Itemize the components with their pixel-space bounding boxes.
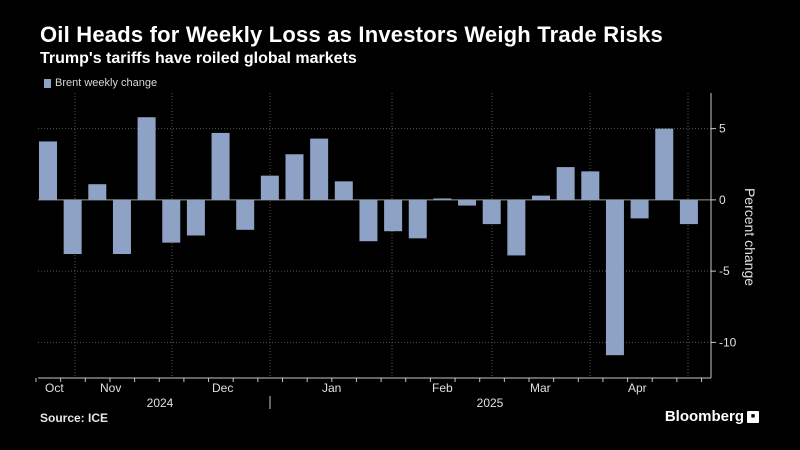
- bar: [236, 199, 255, 230]
- legend-label: Brent weekly change: [55, 77, 158, 89]
- x-month-label: Jan: [322, 381, 341, 395]
- bar: [408, 199, 427, 239]
- legend: Brent weekly change: [44, 77, 157, 89]
- bar: [39, 141, 57, 200]
- bar: [482, 199, 501, 225]
- bar: [137, 117, 156, 200]
- bar: [359, 199, 378, 242]
- bar: [581, 171, 600, 200]
- x-month-label: Dec: [212, 381, 233, 395]
- bar: [605, 199, 624, 356]
- bar: [532, 195, 550, 200]
- x-month-label: Oct: [45, 381, 64, 395]
- bar: [507, 199, 526, 256]
- y-tick-label: -5: [719, 264, 730, 278]
- bar: [112, 199, 131, 255]
- x-year-label: 2024: [147, 396, 174, 410]
- source-note: Source: ICE: [40, 411, 109, 425]
- y-tick-label: -10: [719, 335, 737, 349]
- bar: [556, 167, 575, 200]
- bar: [162, 199, 181, 243]
- bar: [310, 138, 329, 200]
- bar: [458, 199, 477, 206]
- bar: [630, 199, 649, 219]
- bar: [260, 175, 279, 200]
- bar: [88, 184, 107, 200]
- bar: [63, 199, 82, 255]
- bloomberg-badge-icon: ■: [747, 410, 759, 423]
- y-axis-title: Percent change: [742, 188, 758, 286]
- bar: [384, 199, 403, 232]
- bar: [655, 128, 674, 200]
- bar: [285, 154, 304, 200]
- x-month-label: Apr: [628, 381, 647, 395]
- bloomberg-logo: Bloomberg ■: [665, 408, 759, 425]
- brand-name: Bloomberg: [664, 408, 744, 425]
- y-tick-label: 5: [719, 122, 726, 136]
- bar: [679, 199, 698, 225]
- x-month-label: Feb: [432, 381, 453, 395]
- bar: [433, 198, 452, 200]
- x-month-label: Mar: [530, 381, 551, 395]
- chart-subtitle: Trump's tariffs have roiled global marke…: [40, 50, 357, 67]
- bar: [334, 181, 353, 200]
- x-year-label: 2025: [477, 396, 504, 410]
- legend-swatch: [44, 78, 51, 88]
- y-tick-label: 0: [719, 193, 726, 207]
- bar: [186, 199, 205, 236]
- chart-title: Oil Heads for Weekly Loss as Investors W…: [40, 22, 663, 47]
- bar: [211, 132, 230, 200]
- x-month-label: Nov: [100, 381, 121, 395]
